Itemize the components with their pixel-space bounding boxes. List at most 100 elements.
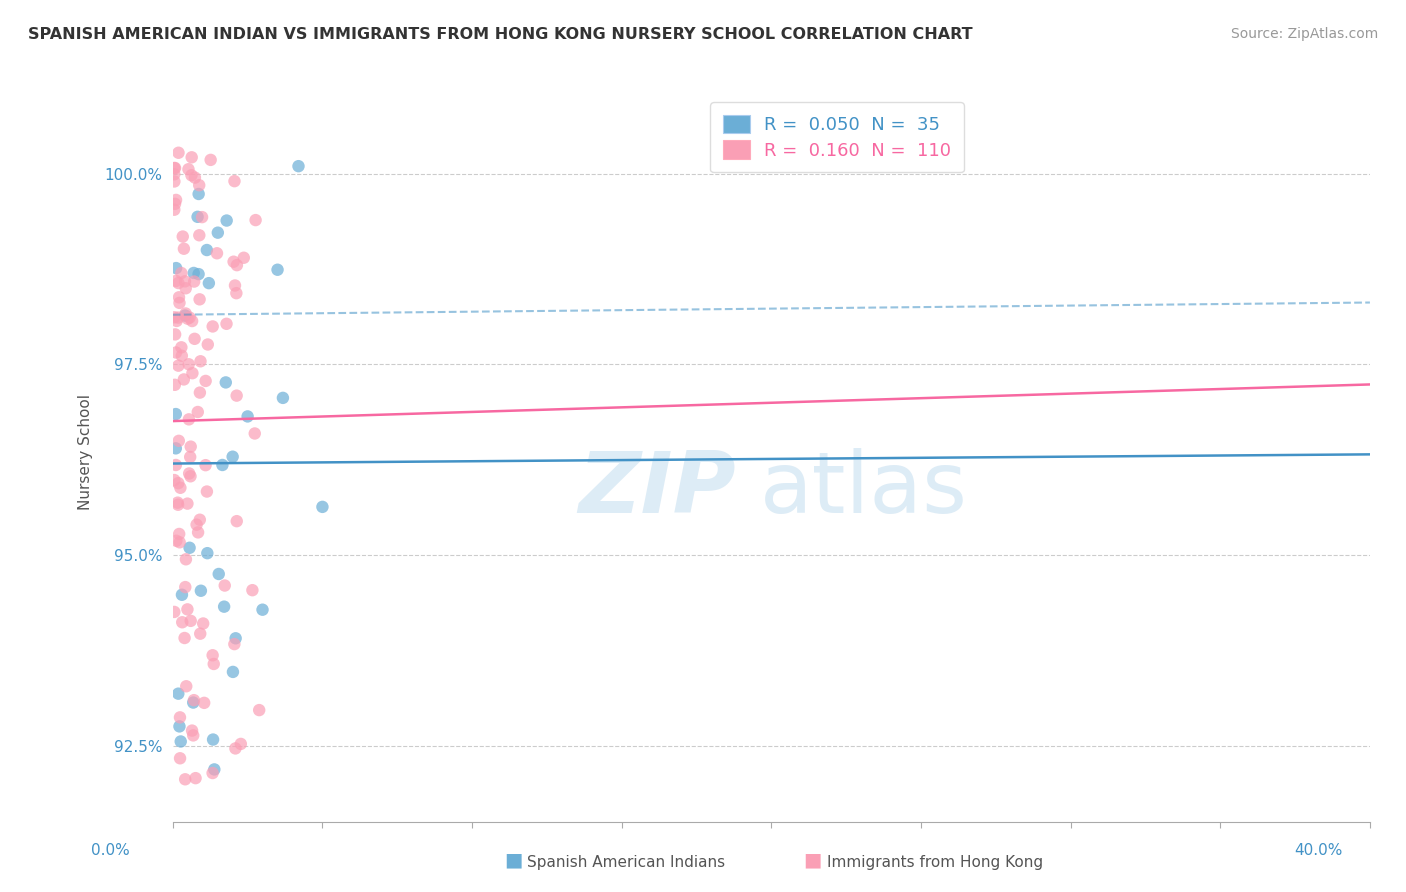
Point	[167, 276, 190, 290]
Point	[167, 145, 190, 160]
Point	[163, 202, 186, 217]
Point	[184, 170, 207, 185]
Point	[201, 648, 224, 663]
Point	[188, 178, 211, 193]
Point	[187, 186, 209, 201]
Point	[266, 262, 288, 277]
Point	[197, 337, 219, 351]
Point	[201, 319, 224, 334]
Point	[180, 440, 202, 454]
Point	[232, 251, 254, 265]
Point	[173, 242, 195, 256]
Point	[169, 751, 191, 765]
Point	[187, 267, 209, 281]
Point	[198, 276, 221, 290]
Point	[174, 306, 197, 320]
Point	[170, 588, 193, 602]
Point	[225, 514, 247, 528]
Point	[243, 426, 266, 441]
Point	[229, 737, 252, 751]
Point	[177, 162, 200, 177]
Point	[191, 210, 214, 224]
Point	[163, 310, 186, 325]
Point	[181, 696, 204, 710]
Point	[186, 517, 208, 532]
Point	[179, 310, 201, 325]
Point	[224, 278, 246, 293]
Point	[167, 434, 190, 448]
Point	[208, 566, 231, 581]
Point	[311, 500, 333, 514]
Text: ■: ■	[503, 851, 523, 870]
Point	[271, 391, 294, 405]
Point	[200, 153, 222, 167]
Point	[170, 340, 193, 354]
Point	[222, 254, 245, 268]
Point	[165, 261, 187, 276]
Point	[247, 703, 270, 717]
Point	[193, 696, 215, 710]
Text: Source: ZipAtlas.com: Source: ZipAtlas.com	[1230, 27, 1378, 41]
Point	[207, 226, 229, 240]
Point	[167, 498, 190, 512]
Point	[173, 372, 195, 386]
Point	[252, 603, 274, 617]
Point	[195, 546, 218, 560]
Point	[194, 458, 217, 472]
Point	[177, 412, 200, 426]
Point	[172, 615, 194, 630]
Point	[190, 354, 212, 368]
Point	[181, 723, 204, 738]
Point	[224, 741, 246, 756]
Point	[195, 243, 218, 257]
Point	[215, 376, 238, 390]
Point	[174, 772, 197, 787]
Point	[170, 266, 193, 280]
Point	[202, 657, 225, 671]
Point	[236, 409, 259, 424]
Point	[163, 605, 186, 619]
Point	[176, 497, 198, 511]
Point	[176, 602, 198, 616]
Legend: R =  0.050  N =  35, R =  0.160  N =  110: R = 0.050 N = 35, R = 0.160 N = 110	[710, 102, 965, 172]
Point	[174, 552, 197, 566]
Point	[165, 533, 187, 548]
Point	[181, 366, 204, 380]
Point	[163, 167, 186, 181]
Point	[165, 442, 187, 456]
Point	[169, 296, 191, 310]
Point	[183, 693, 205, 707]
Point	[245, 213, 267, 227]
Point	[224, 637, 246, 651]
Point	[193, 616, 215, 631]
Point	[176, 311, 198, 326]
Point	[163, 161, 186, 175]
Point	[180, 168, 202, 182]
Point	[183, 275, 205, 289]
Point	[169, 481, 191, 495]
Point	[195, 484, 218, 499]
Point	[174, 309, 197, 323]
Point	[212, 599, 235, 614]
Point	[221, 450, 243, 464]
Point	[188, 293, 211, 307]
Point	[170, 734, 193, 748]
Point	[166, 314, 188, 328]
Text: Spanish American Indians: Spanish American Indians	[527, 855, 725, 870]
Point	[167, 476, 190, 491]
Point	[225, 632, 247, 646]
Point	[188, 513, 211, 527]
Y-axis label: Nursery School: Nursery School	[79, 394, 93, 510]
Point	[167, 527, 190, 541]
Point	[202, 763, 225, 777]
Point	[215, 317, 238, 331]
Point	[287, 159, 309, 173]
Point	[190, 583, 212, 598]
Point	[194, 374, 217, 388]
Point	[170, 349, 193, 363]
Point	[167, 290, 190, 304]
Point	[211, 458, 233, 472]
Point	[224, 174, 246, 188]
Point	[215, 213, 238, 227]
Point	[187, 210, 209, 224]
